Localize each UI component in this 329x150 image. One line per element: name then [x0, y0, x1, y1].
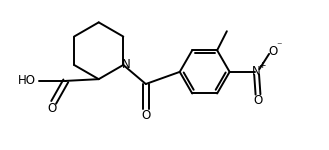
- Text: HO: HO: [18, 74, 37, 87]
- Text: O: O: [253, 94, 263, 107]
- Text: N: N: [252, 65, 261, 78]
- Text: O: O: [141, 109, 150, 122]
- Text: ⁻: ⁻: [276, 41, 282, 51]
- Text: O: O: [47, 102, 57, 115]
- Text: N: N: [122, 58, 130, 71]
- Text: O: O: [268, 45, 278, 58]
- Text: +: +: [258, 61, 265, 70]
